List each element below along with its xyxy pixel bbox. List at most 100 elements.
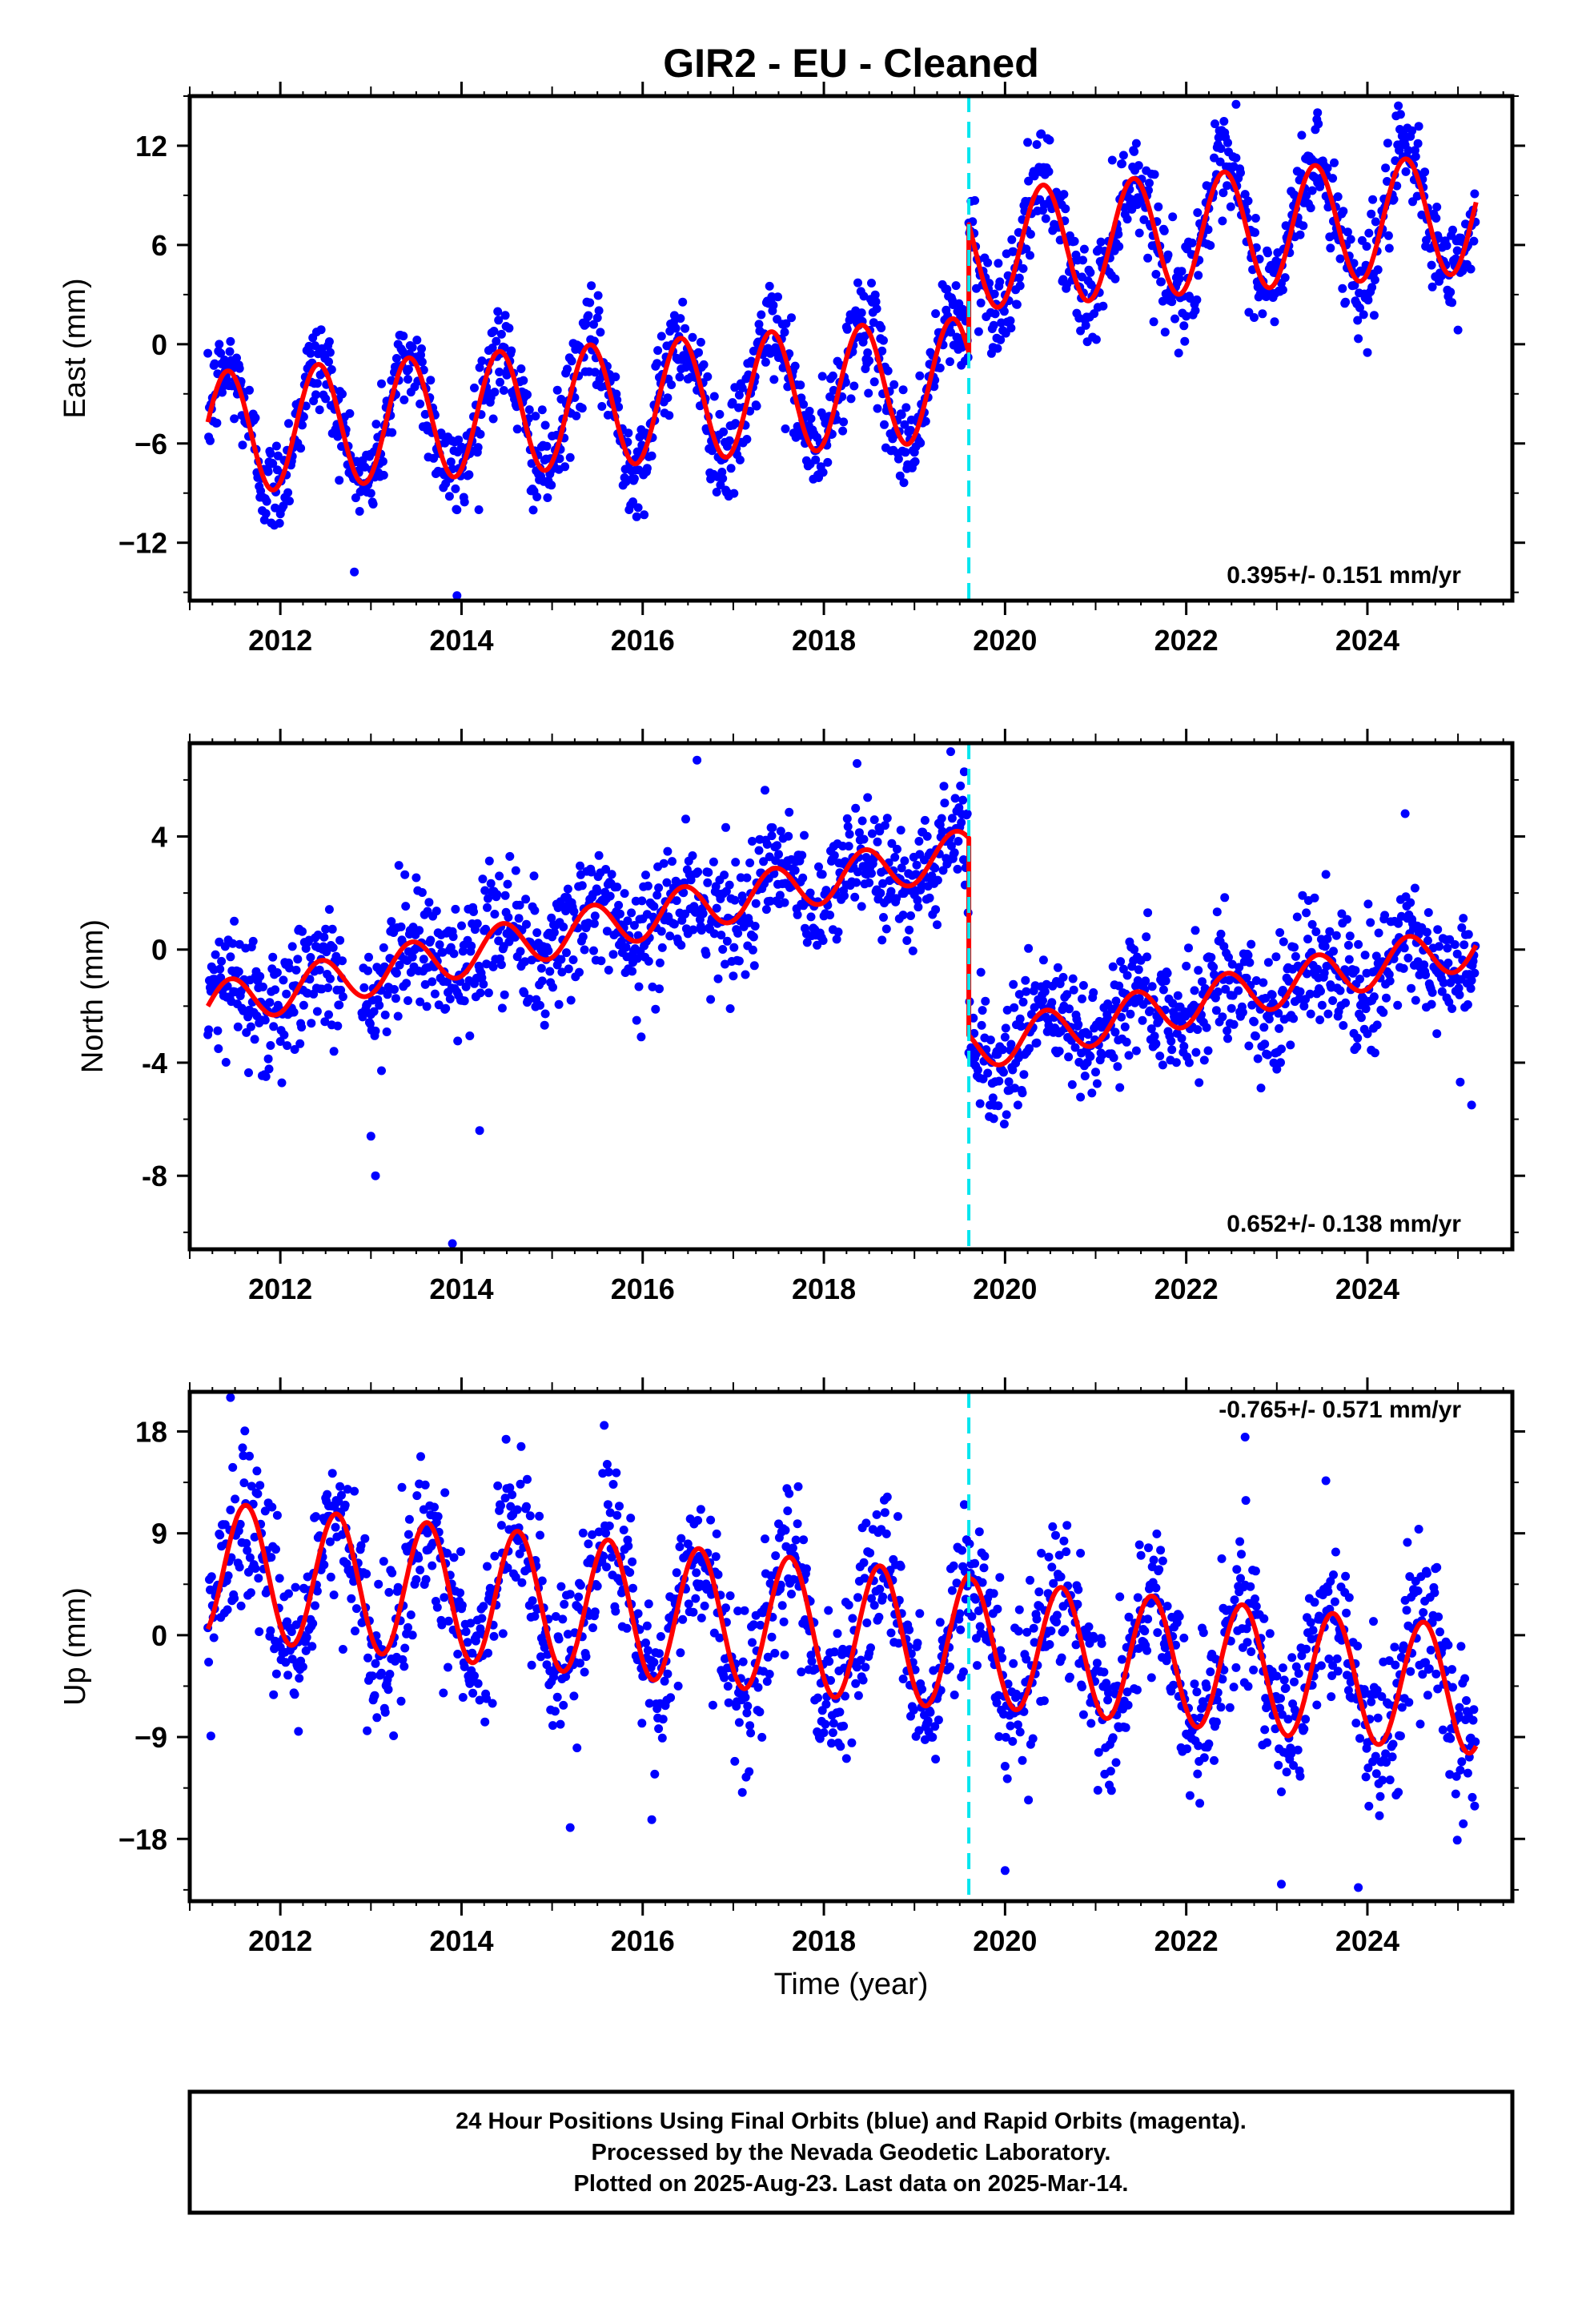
data-point — [255, 1481, 265, 1490]
data-point — [404, 364, 413, 374]
data-point — [839, 1721, 849, 1731]
data-point — [861, 1663, 870, 1672]
data-point — [1184, 943, 1193, 953]
data-point — [1169, 1680, 1178, 1690]
data-point — [564, 964, 573, 974]
data-point — [223, 1605, 232, 1614]
data-point — [1199, 1055, 1209, 1065]
data-point — [1118, 1655, 1126, 1664]
data-point — [1000, 1762, 1010, 1771]
data-point — [379, 1557, 388, 1566]
data-point — [730, 895, 740, 905]
data-point — [946, 1663, 954, 1671]
data-point — [937, 814, 946, 823]
data-point — [1211, 1006, 1221, 1015]
data-point — [627, 908, 636, 918]
data-point — [604, 1521, 614, 1530]
data-point — [325, 1537, 335, 1546]
data-point — [1321, 870, 1331, 879]
data-point — [726, 464, 736, 473]
data-point — [678, 1614, 688, 1624]
data-point — [1149, 1555, 1158, 1565]
data-point — [1245, 958, 1255, 967]
data-point — [1383, 231, 1393, 240]
data-point — [1059, 1536, 1069, 1546]
data-point — [231, 1494, 240, 1504]
data-point — [715, 409, 725, 419]
data-point — [709, 392, 719, 401]
data-point — [1179, 321, 1189, 331]
data-point — [1458, 266, 1468, 275]
data-point — [475, 363, 484, 372]
data-point — [1143, 908, 1153, 918]
data-point — [914, 837, 924, 846]
data-point — [869, 377, 879, 387]
data-point — [867, 869, 876, 879]
y-tick-label: 4 — [151, 821, 167, 854]
data-point — [1025, 1043, 1034, 1053]
data-point — [851, 803, 861, 813]
data-point — [870, 290, 880, 300]
data-point — [588, 1623, 597, 1633]
data-point — [790, 361, 800, 371]
data-point — [316, 325, 326, 335]
data-point — [400, 1662, 409, 1671]
data-point — [1353, 1033, 1363, 1043]
data-point — [494, 936, 504, 946]
data-point — [327, 1469, 337, 1478]
data-point — [1054, 1047, 1064, 1056]
data-point — [875, 1584, 885, 1594]
data-point — [1247, 939, 1256, 949]
data-point — [343, 1485, 352, 1494]
data-point — [1371, 951, 1381, 961]
data-point — [939, 782, 949, 791]
data-point — [1270, 317, 1279, 327]
data-point — [575, 967, 584, 977]
data-point — [359, 983, 369, 992]
data-point — [371, 1026, 380, 1035]
data-point — [1114, 981, 1124, 991]
data-point — [1177, 267, 1186, 276]
data-point — [243, 1546, 252, 1555]
data-point — [261, 1072, 271, 1081]
data-point — [1399, 963, 1408, 973]
data-point — [327, 365, 336, 374]
data-point — [223, 1571, 233, 1581]
outlier-point — [448, 1239, 457, 1248]
data-point — [842, 814, 852, 823]
data-point — [266, 1626, 275, 1635]
data-point — [915, 1609, 925, 1618]
data-point — [1353, 316, 1363, 325]
data-point — [281, 1658, 291, 1667]
data-point — [975, 1099, 985, 1108]
data-point — [1074, 1585, 1083, 1594]
data-point — [1076, 1092, 1086, 1102]
data-point — [946, 841, 956, 850]
data-point — [696, 1505, 705, 1514]
data-point — [1394, 101, 1403, 111]
x-tick-label: 2018 — [792, 624, 856, 657]
data-point — [1155, 1051, 1165, 1061]
data-point — [1403, 146, 1413, 155]
data-point — [1132, 1685, 1142, 1695]
data-point — [279, 501, 288, 511]
data-point — [324, 337, 334, 347]
data-point — [363, 1726, 372, 1735]
y-tick-label: 0 — [151, 934, 167, 967]
data-point — [1203, 1046, 1213, 1055]
data-point — [326, 1572, 335, 1582]
data-point — [507, 346, 516, 356]
data-point — [398, 1655, 408, 1664]
data-point — [284, 419, 293, 428]
data-point — [1306, 1009, 1315, 1019]
data-point — [515, 900, 524, 910]
data-point — [995, 1573, 1005, 1582]
data-point — [909, 1705, 918, 1715]
data-point — [602, 1460, 612, 1469]
data-point — [321, 394, 331, 404]
data-point — [421, 1574, 431, 1584]
data-point — [994, 1732, 1004, 1741]
data-point — [206, 1731, 215, 1741]
data-point — [781, 319, 791, 328]
data-point — [857, 308, 866, 318]
